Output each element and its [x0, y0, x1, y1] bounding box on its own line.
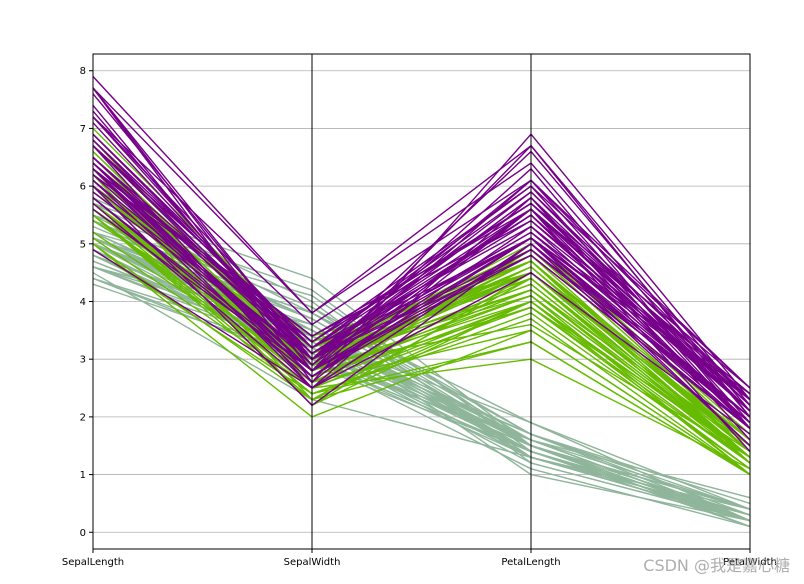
y-tick-label-5: 5: [80, 239, 86, 250]
y-tick-label-6: 6: [80, 182, 86, 193]
x-axis-labels: SepalLength SepalWidth PetalLength PetalWid…: [62, 549, 777, 568]
series-line-Iris-virginica-19: [92, 185, 751, 447]
series-line-Iris-virginica-48: [92, 174, 751, 401]
series-line-Iris-virginica-6: [92, 249, 751, 435]
series-line-Iris-virginica-47: [92, 156, 751, 418]
series-line-Iris-virginica-17: [92, 87, 751, 406]
y-tick-label-1: 1: [80, 470, 86, 481]
series-line-Iris-versicolor-39: [92, 214, 751, 458]
watermark: CSDN @我是嘉心糖: [643, 556, 790, 575]
y-tick-label-8: 8: [80, 66, 86, 77]
series-line-Iris-virginica-32: [92, 162, 751, 406]
series-line-Iris-virginica-49: [92, 191, 751, 429]
series-line-Iris-versicolor-48: [92, 237, 751, 470]
y-tick-label-3: 3: [80, 355, 86, 366]
x-tick-label-SepalWidth: SepalWidth: [284, 557, 341, 568]
series-line-Iris-virginica-42: [92, 197, 751, 424]
x-tick-label-PetalWidth: PetalWidth: [723, 557, 777, 568]
y-axis-ticks: 0 1 2 3 4 5 6 7 8: [80, 66, 93, 539]
series-line-Iris-virginica-44: [92, 145, 751, 389]
series-line-Iris-versicolor-31: [92, 214, 751, 476]
y-tick-label-7: 7: [80, 124, 86, 135]
series-line-Iris-virginica-40: [92, 145, 751, 395]
x-tick-label-PetalLength: PetalLength: [501, 557, 560, 568]
y-tick-label-2: 2: [80, 412, 86, 423]
y-tick-label-0: 0: [80, 528, 86, 539]
series-line-Iris-versicolor-43: [92, 243, 751, 476]
series-line-Iris-virginica-9: [92, 116, 751, 389]
y-tick-label-4: 4: [80, 297, 86, 308]
x-tick-label-SepalLength: SepalLength: [62, 557, 124, 568]
data-lines: [92, 76, 751, 528]
series-line-Iris-virginica-22: [92, 87, 751, 418]
